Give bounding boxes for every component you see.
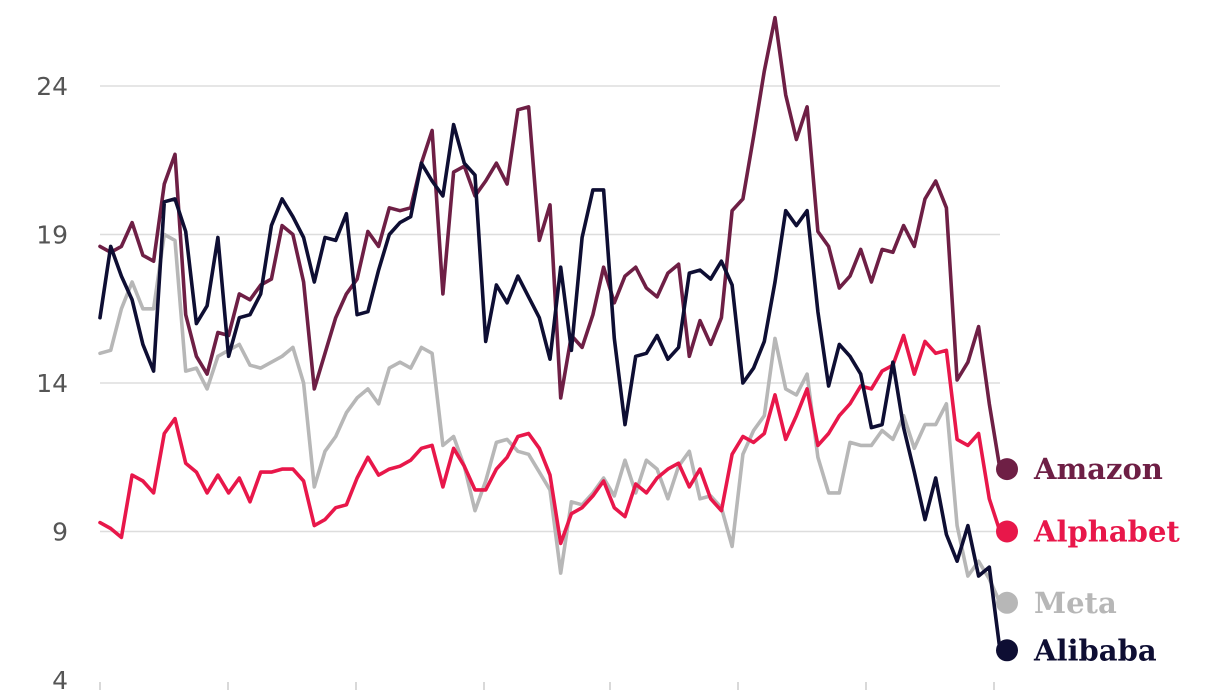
series-label-alibaba: Alibaba bbox=[1033, 633, 1157, 667]
x-axis-ticks bbox=[99, 682, 995, 690]
end-marker-meta bbox=[996, 591, 1018, 614]
end-marker-alphabet bbox=[996, 520, 1018, 543]
y-tick-label-4: 4 bbox=[52, 666, 68, 690]
series-lines bbox=[98, 15, 1002, 653]
y-tick-label-9: 9 bbox=[52, 518, 68, 547]
series-labels: Amazon Alphabet Meta Alibaba bbox=[1033, 452, 1180, 667]
y-tick-label-24: 24 bbox=[36, 72, 68, 101]
series-line-meta bbox=[98, 232, 1002, 605]
series-label-alphabet: Alphabet bbox=[1033, 515, 1180, 549]
series-line-alibaba bbox=[98, 122, 1002, 653]
series-label-amazon: Amazon bbox=[1033, 452, 1163, 486]
series-line-alphabet bbox=[98, 333, 1002, 546]
y-tick-label-19: 19 bbox=[36, 221, 68, 250]
end-marker-amazon bbox=[996, 458, 1018, 481]
series-end-markers bbox=[996, 458, 1018, 662]
series-label-meta: Meta bbox=[1034, 586, 1117, 620]
y-tick-label-14: 14 bbox=[36, 369, 68, 398]
y-axis-tick-labels: 4 9 14 19 24 bbox=[36, 72, 68, 690]
series-line-amazon bbox=[98, 15, 1002, 471]
end-marker-alibaba bbox=[996, 639, 1018, 662]
